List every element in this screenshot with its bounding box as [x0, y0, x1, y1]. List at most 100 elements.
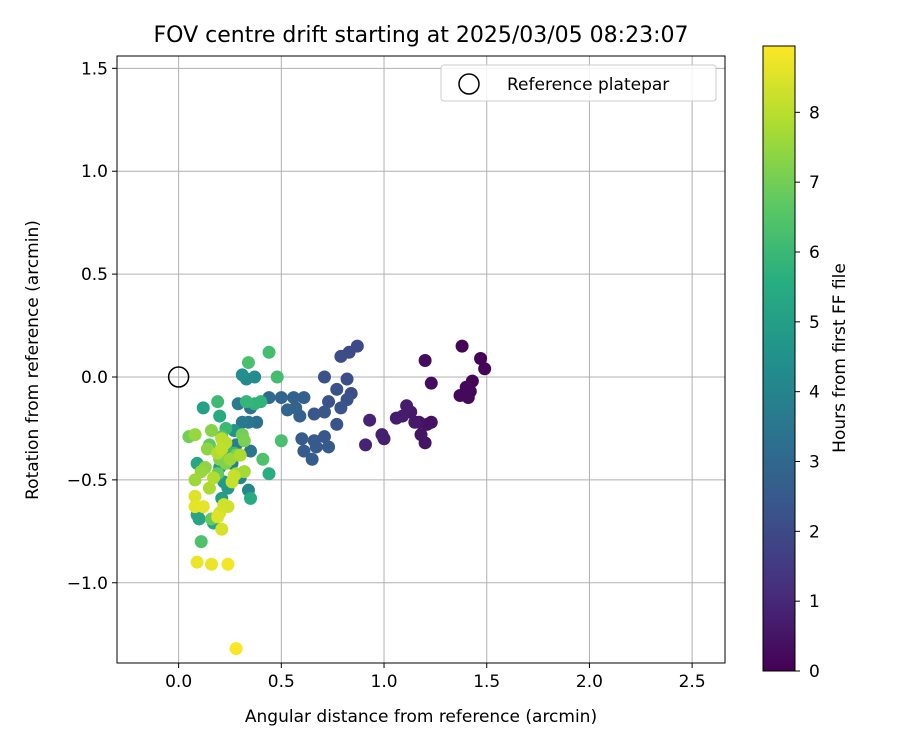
- x-tick-label: 2.0: [576, 672, 603, 692]
- data-point: [192, 512, 206, 526]
- colorbar-tick-label: 6: [809, 243, 820, 263]
- colorbar-tick-label: 4: [809, 383, 820, 403]
- legend: Reference platepar: [440, 64, 717, 102]
- data-point: [221, 557, 235, 571]
- data-point: [359, 438, 373, 452]
- data-point: [274, 434, 288, 448]
- data-point: [239, 395, 253, 409]
- data-point: [309, 440, 323, 454]
- data-point: [244, 444, 258, 458]
- data-point: [389, 411, 403, 425]
- data-point: [297, 391, 311, 405]
- data-point: [424, 415, 438, 429]
- colorbar-tick-label: 2: [809, 522, 820, 542]
- data-point: [424, 376, 438, 390]
- data-point: [377, 432, 391, 446]
- data-point: [211, 510, 225, 524]
- data-point: [262, 467, 276, 481]
- data-point: [305, 452, 319, 466]
- data-point: [188, 428, 202, 442]
- data-point: [188, 473, 202, 487]
- data-point: [235, 368, 249, 382]
- grid-layer: [117, 56, 725, 663]
- x-tick-label: 0.0: [165, 672, 192, 692]
- data-point: [330, 382, 344, 396]
- x-tick-label: 1.0: [371, 672, 398, 692]
- colorbar: [762, 45, 796, 672]
- data-point: [322, 395, 336, 409]
- legend-label: Reference platepar: [507, 75, 669, 95]
- data-point: [215, 522, 229, 536]
- colorbar-tick-label: 0: [809, 662, 820, 682]
- data-point: [233, 448, 247, 462]
- data-point: [237, 465, 251, 479]
- data-point: [461, 391, 475, 405]
- data-point: [211, 395, 225, 409]
- colorbar-tick-label: 3: [809, 453, 820, 473]
- data-point: [297, 444, 311, 458]
- data-point: [317, 405, 331, 419]
- data-point: [196, 401, 210, 415]
- data-point: [229, 642, 243, 656]
- x-tick-label: 0.5: [268, 672, 295, 692]
- data-point: [215, 442, 229, 456]
- data-point: [317, 370, 331, 384]
- data-point: [262, 345, 276, 359]
- data-point: [363, 413, 377, 427]
- legend-box: [440, 64, 717, 102]
- data-point: [200, 442, 214, 456]
- data-point: [235, 415, 249, 429]
- data-point: [225, 475, 239, 489]
- data-point: [256, 452, 270, 466]
- data-point: [287, 391, 301, 405]
- ticks-layer: 0.0 0.5 1.0 1.5 2.0 2.5 −1.0 −0.5 0.0 0.5 1.0 1.5: [67, 59, 706, 692]
- data-point: [254, 395, 268, 409]
- colorbar-tick-label: 1: [809, 592, 820, 612]
- data-point: [244, 491, 258, 505]
- data-point: [241, 356, 255, 370]
- data-point: [223, 452, 237, 466]
- y-axis-label: Rotation from reference (arcmin): [23, 220, 43, 500]
- data-point: [280, 403, 294, 417]
- points-layer: [167, 339, 492, 656]
- data-point: [334, 349, 348, 363]
- y-tick-label: −0.5: [67, 471, 108, 491]
- data-point: [340, 372, 354, 386]
- y-tick-label: −1.0: [67, 574, 108, 594]
- data-point: [274, 391, 288, 405]
- data-point: [204, 423, 218, 437]
- data-point: [204, 557, 218, 571]
- data-point: [196, 500, 210, 514]
- data-point: [408, 415, 422, 429]
- colorbar-tick-label: 5: [809, 313, 820, 333]
- colorbar-label: Hours from first FF file: [830, 263, 850, 453]
- data-point: [202, 481, 216, 495]
- plot-frame: [116, 55, 726, 664]
- y-tick-label: 0.5: [81, 265, 108, 285]
- y-tick-label: 1.5: [81, 59, 108, 79]
- data-point: [322, 440, 336, 454]
- x-axis-label: Angular distance from reference (arcmin): [245, 707, 597, 727]
- data-point: [270, 370, 284, 384]
- data-point: [248, 370, 262, 384]
- data-point: [295, 432, 309, 446]
- chart-title: FOV centre drift starting at 2025/03/05 …: [154, 23, 689, 48]
- data-point: [207, 471, 221, 485]
- data-point: [330, 417, 344, 431]
- data-point: [194, 535, 208, 549]
- data-point: [307, 407, 321, 421]
- y-tick-label: 1.0: [81, 162, 108, 182]
- x-tick-label: 1.5: [473, 672, 500, 692]
- colorbar-tick-label: 8: [809, 103, 820, 123]
- data-point: [213, 409, 227, 423]
- data-point: [418, 354, 432, 368]
- data-point: [455, 339, 469, 353]
- reference-point-marker: [167, 366, 190, 388]
- data-point: [418, 436, 432, 450]
- data-point: [334, 401, 348, 415]
- legend-marker: [458, 73, 480, 95]
- data-point: [188, 489, 202, 503]
- data-point: [237, 434, 251, 448]
- x-tick-label: 2.5: [679, 672, 706, 692]
